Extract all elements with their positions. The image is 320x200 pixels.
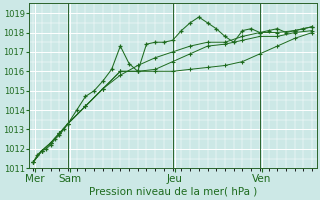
X-axis label: Pression niveau de la mer( hPa ): Pression niveau de la mer( hPa ): [89, 187, 257, 197]
